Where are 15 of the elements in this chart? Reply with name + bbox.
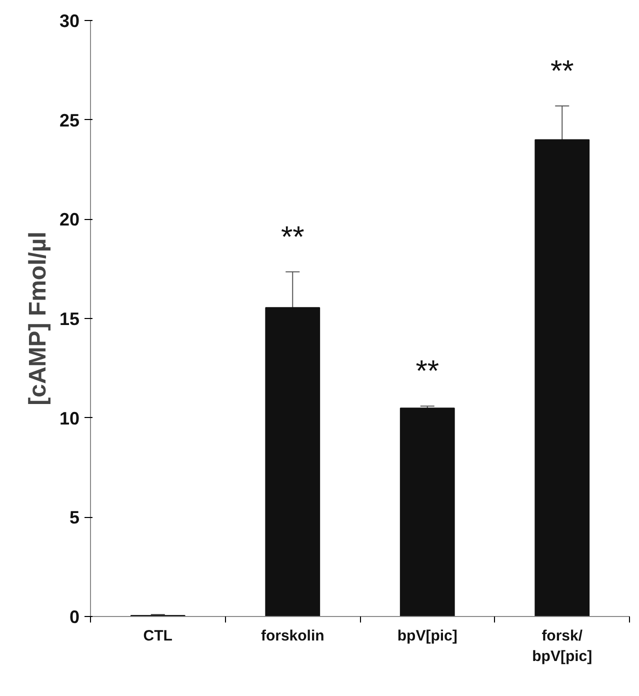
x-tick-label: bpV[pic] [397,628,458,644]
x-tick-label: forskolin [260,628,324,644]
y-tick-label: 5 [69,508,80,528]
x-tick-label: forsk/ bpV[pic] [532,628,592,665]
data-label: ** [416,355,440,388]
y-tick-label: 10 [59,408,80,428]
y-tick-label: 20 [59,210,80,230]
data-label: ** [550,54,574,88]
y-tick-label: 0 [69,607,80,627]
y-tick-label: 25 [59,110,80,130]
y-tick-label: 30 [59,11,80,31]
x-tick-label: CTL [143,628,172,644]
y-axis-title: [cAMP] Fmol/µl [24,232,52,406]
y-tick-label: 15 [59,309,80,329]
data-label: ** [280,220,305,254]
